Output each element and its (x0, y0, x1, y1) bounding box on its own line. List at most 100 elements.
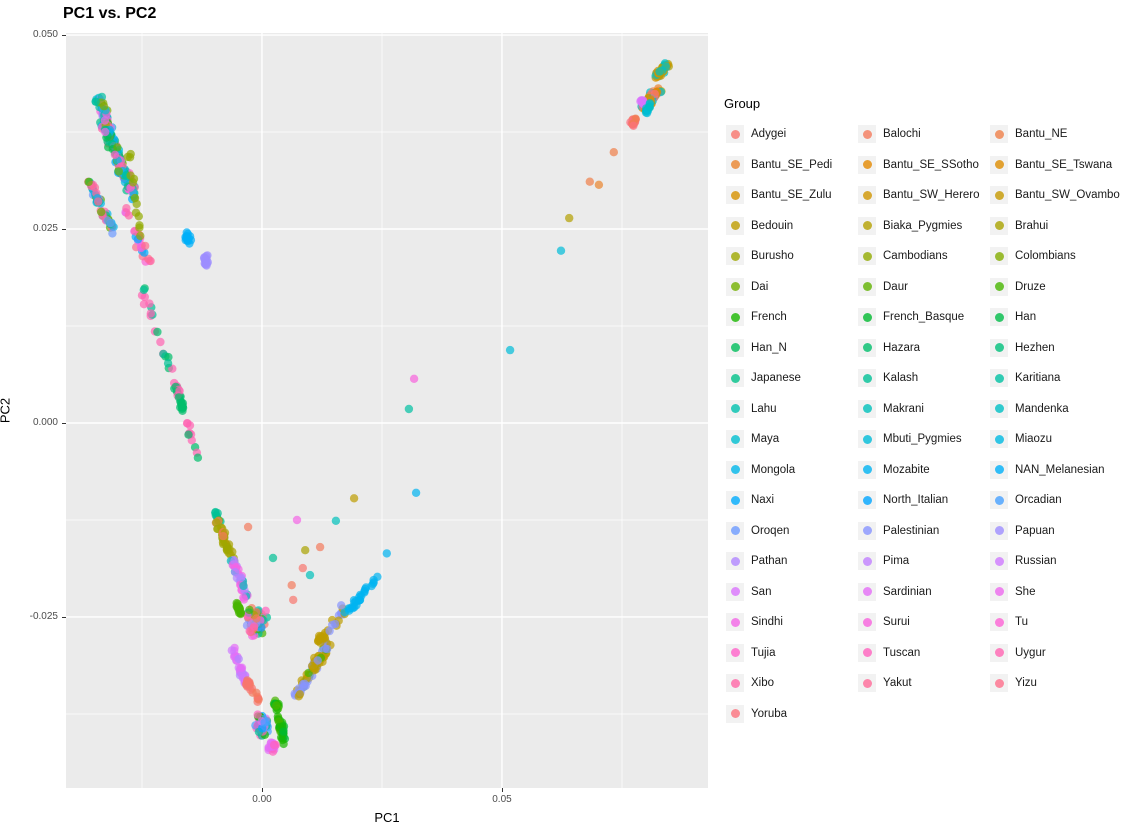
data-point (114, 167, 123, 176)
legend-label: French (751, 311, 787, 324)
legend-key (858, 491, 876, 510)
legend-label: Mozabite (883, 463, 930, 476)
legend-color-dot-icon (994, 434, 1004, 444)
legend-key (858, 125, 876, 144)
data-point (337, 601, 346, 610)
legend-key (858, 430, 876, 449)
legend-key (726, 338, 744, 357)
legend-color-dot-icon (862, 221, 872, 231)
scatter-plot-canvas (66, 33, 708, 788)
y-tick-mark (62, 422, 66, 424)
data-point (629, 121, 638, 130)
legend-color-dot-icon (730, 587, 740, 597)
data-point (249, 622, 259, 631)
legend-entry: Mbuti_Pygmies (854, 430, 986, 449)
legend-label: Cambodians (883, 250, 948, 263)
legend-entry: Yizu (986, 674, 1138, 693)
data-point (315, 542, 325, 552)
legend-color-dot-icon (862, 404, 872, 414)
legend-label: North_Italian (883, 494, 949, 507)
data-point (556, 246, 566, 255)
legend-entry: Oroqen (722, 521, 854, 540)
legend-color-dot-icon (730, 221, 740, 231)
legend-label: Bantu_SE_Zulu (751, 189, 832, 202)
legend-color-dot-icon (730, 678, 740, 688)
legend-color-dot-icon (994, 526, 1004, 536)
data-point (331, 516, 341, 525)
legend-key (726, 460, 744, 479)
legend-key (990, 430, 1008, 449)
data-point (289, 595, 298, 605)
legend-key (726, 582, 744, 601)
legend-entry: Tuscan (854, 643, 986, 662)
plot-title: PC1 vs. PC2 (63, 5, 157, 22)
legend-key (990, 399, 1008, 418)
legend-key (858, 247, 876, 266)
legend-label: French_Basque (883, 311, 965, 324)
legend-color-dot-icon (862, 251, 872, 261)
legend-entry: Miaozu (986, 430, 1138, 449)
legend-entry: Palestinian (854, 521, 986, 540)
legend-key (990, 369, 1008, 388)
legend-title: Group (724, 96, 761, 111)
y-tick-mark (62, 616, 66, 618)
legend-key (858, 308, 876, 327)
data-point (99, 102, 109, 111)
data-point (299, 683, 308, 692)
legend-color-dot-icon (862, 160, 872, 170)
data-point (237, 663, 247, 672)
legend-entry: Mongola (722, 460, 854, 479)
data-point (268, 553, 278, 563)
data-point (638, 96, 648, 105)
legend-entry: Hazara (854, 338, 986, 357)
legend-color-dot-icon (730, 526, 740, 536)
y-tick-label: 0.025 (32, 223, 58, 234)
legend-key (858, 277, 876, 296)
data-point (183, 419, 192, 428)
data-point (330, 619, 340, 629)
x-tick-mark (261, 788, 263, 792)
legend-key (990, 521, 1008, 540)
legend-label: Bantu_SW_Ovambo (1015, 189, 1120, 202)
plot-panel (66, 33, 708, 788)
legend-color-dot-icon (730, 160, 740, 170)
data-point (409, 374, 419, 383)
data-point (212, 518, 221, 527)
data-point (101, 127, 110, 137)
y-tick-mark (62, 35, 66, 37)
legend-color-dot-icon (730, 617, 740, 627)
legend-color-dot-icon (730, 343, 740, 353)
legend-entry: Papuan (986, 521, 1138, 540)
legend-color-dot-icon (862, 526, 872, 536)
y-tick-mark (62, 229, 66, 230)
legend-entry: Yoruba (722, 704, 854, 723)
legend-entry: Bantu_SE_SSotho (854, 155, 986, 174)
legend-key (990, 643, 1008, 662)
legend-entry: Pima (854, 552, 986, 571)
legend-entry: Biaka_Pygmies (854, 216, 986, 235)
legend-color-dot-icon (994, 556, 1004, 566)
legend-key (858, 338, 876, 357)
legend-color-dot-icon (730, 556, 740, 566)
legend-label: San (751, 585, 772, 598)
data-point (239, 581, 248, 591)
data-point (233, 604, 243, 613)
legend-entry: Burusho (722, 247, 854, 266)
data-point (292, 515, 302, 525)
data-point (113, 143, 122, 152)
legend-label: Colombians (1015, 250, 1076, 263)
legend-color-dot-icon (862, 556, 872, 566)
legend-entry: Kalash (854, 369, 986, 388)
legend-entry: Xibo (722, 674, 854, 693)
legend-color-dot-icon (994, 190, 1004, 200)
legend-key (858, 369, 876, 388)
data-point (125, 153, 135, 162)
legend-color-dot-icon (862, 373, 872, 383)
legend-label: Pima (883, 555, 910, 568)
legend-label: Mandenka (1015, 402, 1069, 415)
legend-entry: Bantu_NE (986, 125, 1138, 144)
data-point (135, 221, 144, 230)
data-point (655, 67, 664, 76)
legend-color-dot-icon (862, 465, 872, 475)
